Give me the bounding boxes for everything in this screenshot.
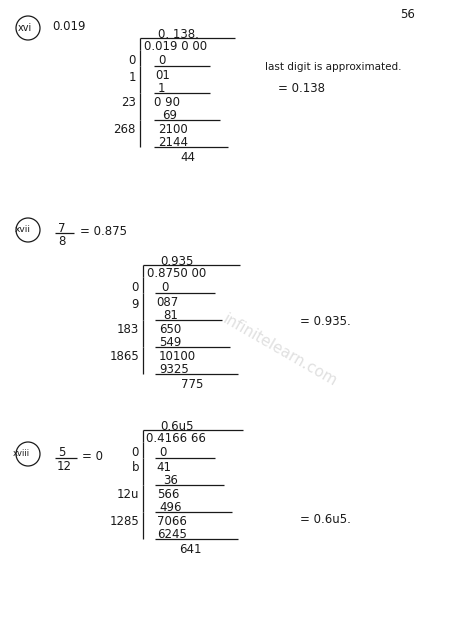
Text: 566: 566 bbox=[156, 488, 179, 501]
Text: 0: 0 bbox=[159, 446, 166, 459]
Text: 0.6u5: 0.6u5 bbox=[160, 420, 193, 433]
Text: xvi: xvi bbox=[18, 23, 32, 33]
Text: 0: 0 bbox=[131, 446, 139, 459]
Text: 496: 496 bbox=[159, 501, 181, 514]
Text: 268: 268 bbox=[113, 123, 136, 136]
Text: = 0.6u5.: = 0.6u5. bbox=[299, 513, 350, 526]
Text: 69: 69 bbox=[161, 109, 177, 122]
Text: 0: 0 bbox=[131, 281, 139, 294]
Text: 0 90: 0 90 bbox=[154, 96, 179, 109]
Text: 56: 56 bbox=[399, 8, 414, 21]
Text: = 0.875: = 0.875 bbox=[80, 225, 127, 238]
Text: 23: 23 bbox=[121, 96, 136, 109]
Text: 8: 8 bbox=[58, 235, 65, 248]
Text: 087: 087 bbox=[156, 296, 178, 309]
Text: 2100: 2100 bbox=[158, 123, 187, 136]
Text: 81: 81 bbox=[163, 309, 178, 322]
Text: 0.019: 0.019 bbox=[52, 20, 85, 33]
Text: = 0.935.: = 0.935. bbox=[299, 315, 350, 328]
Text: xviii: xviii bbox=[13, 449, 30, 458]
Text: 0: 0 bbox=[129, 54, 136, 67]
Text: last digit is approximated.: last digit is approximated. bbox=[264, 62, 400, 72]
Text: 7: 7 bbox=[58, 222, 65, 235]
Text: 9325: 9325 bbox=[159, 363, 189, 376]
Text: = 0.138: = 0.138 bbox=[277, 82, 324, 95]
Text: 0. 138.: 0. 138. bbox=[158, 28, 198, 41]
Text: 41: 41 bbox=[156, 461, 170, 474]
Text: 10100: 10100 bbox=[159, 350, 196, 363]
Text: 2144: 2144 bbox=[158, 136, 188, 149]
Text: 0.4166 66: 0.4166 66 bbox=[146, 432, 205, 445]
Text: 44: 44 bbox=[179, 151, 194, 164]
Text: 0: 0 bbox=[161, 281, 168, 294]
Text: 36: 36 bbox=[163, 474, 178, 487]
Text: 775: 775 bbox=[180, 378, 203, 391]
Text: 01: 01 bbox=[155, 69, 170, 82]
Text: b: b bbox=[131, 461, 139, 474]
Text: 549: 549 bbox=[159, 336, 181, 349]
Text: infinitelearn.com: infinitelearn.com bbox=[220, 311, 339, 389]
Text: 12: 12 bbox=[57, 460, 72, 473]
Text: 1865: 1865 bbox=[109, 350, 139, 363]
Text: 1285: 1285 bbox=[109, 515, 139, 528]
Text: 650: 650 bbox=[159, 323, 181, 336]
Text: = 0: = 0 bbox=[82, 450, 103, 463]
Text: 641: 641 bbox=[179, 543, 201, 556]
Text: 1: 1 bbox=[128, 71, 136, 84]
Text: 6245: 6245 bbox=[156, 528, 186, 541]
Text: 9: 9 bbox=[131, 298, 139, 311]
Text: 0.8750 00: 0.8750 00 bbox=[147, 267, 206, 280]
Text: 1: 1 bbox=[158, 82, 165, 95]
Text: 183: 183 bbox=[116, 323, 139, 336]
Text: 12u: 12u bbox=[116, 488, 139, 501]
Text: 0: 0 bbox=[158, 54, 165, 67]
Text: 0.019 0 00: 0.019 0 00 bbox=[144, 40, 207, 53]
Text: 0.935: 0.935 bbox=[160, 255, 193, 268]
Text: 5: 5 bbox=[58, 446, 65, 459]
Text: xvii: xvii bbox=[15, 225, 31, 234]
Text: 7066: 7066 bbox=[156, 515, 186, 528]
